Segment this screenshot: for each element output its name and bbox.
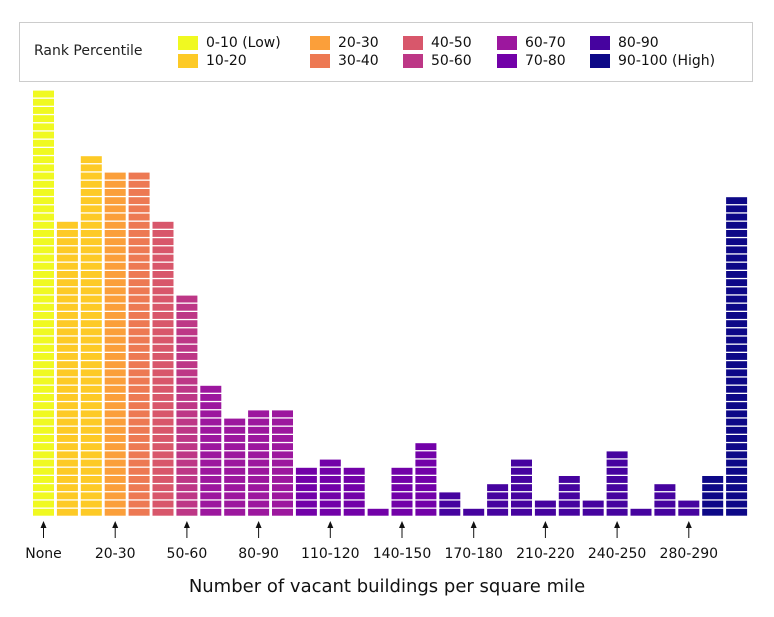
x-tick-label: 170-180 bbox=[444, 546, 503, 562]
bar bbox=[678, 500, 700, 516]
bar bbox=[463, 508, 485, 516]
bar bbox=[343, 467, 365, 516]
bar bbox=[415, 443, 437, 516]
legend-label: 10-20 bbox=[206, 53, 247, 69]
bar bbox=[33, 90, 54, 516]
legend-entry: 0-10 (Low) bbox=[178, 34, 281, 52]
x-tick: 50-60 bbox=[167, 521, 208, 562]
bar bbox=[224, 418, 246, 516]
bar bbox=[319, 459, 341, 516]
x-tick-label: 240-250 bbox=[588, 546, 647, 562]
legend-entry: 50-60 bbox=[403, 52, 472, 70]
bar bbox=[128, 172, 150, 516]
legend-entry: 10-20 bbox=[178, 52, 247, 70]
legend-swatch bbox=[403, 54, 423, 68]
bar bbox=[367, 508, 389, 516]
bar bbox=[104, 172, 126, 516]
x-axis-label: Number of vacant buildings per square mi… bbox=[188, 576, 586, 597]
legend-swatch bbox=[178, 54, 198, 68]
bar bbox=[295, 467, 317, 516]
legend-label: 80-90 bbox=[618, 35, 659, 51]
legend-entry: 80-90 bbox=[590, 34, 659, 52]
bar bbox=[630, 508, 652, 516]
legend-label: 0-10 (Low) bbox=[206, 35, 281, 51]
legend-title: Rank Percentile bbox=[34, 43, 143, 59]
bar bbox=[56, 221, 78, 516]
legend-swatch bbox=[497, 54, 517, 68]
x-tick: None bbox=[25, 521, 62, 562]
x-tick-label: 210-220 bbox=[516, 546, 575, 562]
legend: Rank Percentile 0-10 (Low) 10-20 20-30 30-4… bbox=[19, 22, 753, 82]
legend-label: 90-100 (High) bbox=[618, 53, 716, 69]
legend-swatch bbox=[403, 36, 423, 50]
bar bbox=[176, 295, 198, 516]
bar bbox=[558, 476, 580, 516]
bar bbox=[487, 484, 509, 516]
x-tick-label: None bbox=[25, 546, 62, 562]
x-tick-label: 80-90 bbox=[238, 546, 279, 562]
bar bbox=[726, 197, 748, 516]
x-tick-label: 140-150 bbox=[373, 546, 432, 562]
legend-entry: 30-40 bbox=[310, 52, 379, 70]
x-tick: 210-220 bbox=[516, 521, 575, 562]
x-tick: 140-150 bbox=[373, 521, 432, 562]
bar bbox=[248, 410, 270, 516]
x-tick-label: 110-120 bbox=[301, 546, 360, 562]
legend-swatch bbox=[497, 36, 517, 50]
bar bbox=[272, 410, 293, 516]
bar bbox=[654, 484, 676, 516]
bar bbox=[511, 459, 532, 516]
x-tick-label: 280-290 bbox=[660, 546, 719, 562]
legend-entry: 70-80 bbox=[497, 52, 566, 70]
bar bbox=[702, 476, 724, 516]
x-tick: 110-120 bbox=[301, 521, 360, 562]
legend-entry: 20-30 bbox=[310, 34, 379, 52]
bar bbox=[439, 492, 461, 516]
bar bbox=[391, 467, 413, 516]
x-tick: 240-250 bbox=[588, 521, 647, 562]
x-tick-label: 50-60 bbox=[167, 546, 208, 562]
bar bbox=[606, 451, 628, 516]
bar bbox=[152, 221, 174, 516]
bar bbox=[80, 156, 102, 516]
legend-label: 50-60 bbox=[431, 53, 472, 69]
legend-label: 20-30 bbox=[338, 35, 379, 51]
legend-swatch bbox=[310, 54, 330, 68]
bar bbox=[534, 500, 556, 516]
legend-swatch bbox=[178, 36, 198, 50]
x-tick: 170-180 bbox=[444, 521, 503, 562]
legend-entry: 90-100 (High) bbox=[590, 52, 715, 70]
legend-label: 70-80 bbox=[525, 53, 566, 69]
legend-label: 40-50 bbox=[431, 35, 472, 51]
legend-swatch bbox=[590, 54, 610, 68]
legend-entry: 40-50 bbox=[403, 34, 472, 52]
legend-swatch bbox=[590, 36, 610, 50]
bar bbox=[582, 500, 604, 516]
legend-label: 30-40 bbox=[338, 53, 379, 69]
x-tick: 20-30 bbox=[95, 521, 136, 562]
x-tick: 80-90 bbox=[238, 521, 279, 562]
legend-entry: 60-70 bbox=[497, 34, 566, 52]
x-tick-label: 20-30 bbox=[95, 546, 136, 562]
legend-label: 60-70 bbox=[525, 35, 566, 51]
x-tick: 280-290 bbox=[660, 521, 719, 562]
legend-swatch bbox=[310, 36, 330, 50]
bar bbox=[200, 385, 222, 516]
